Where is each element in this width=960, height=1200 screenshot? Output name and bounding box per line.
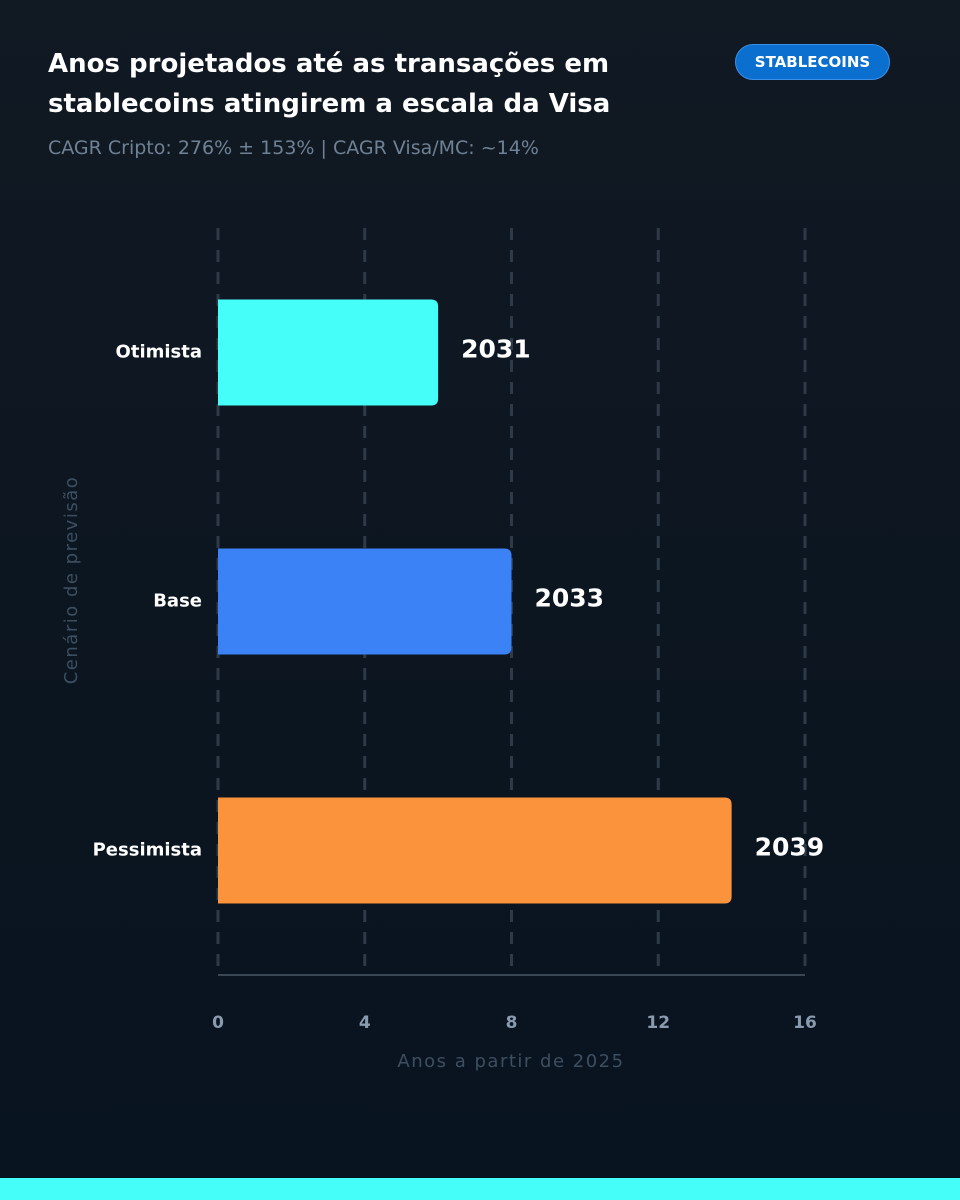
x-tick-label: 4 [359,1013,371,1033]
category-label: Pessimista [93,840,202,861]
value-label: 2033 [535,584,605,613]
y-axis-label: Cenário de previsão [61,476,82,685]
value-label: 2031 [461,335,531,364]
value-label: 2039 [755,833,825,862]
category-label: Base [153,591,202,612]
chart-title: Anos projetados até as transações em sta… [48,49,611,119]
badge[interactable]: STABLECOINS [735,44,890,80]
accent-strip [0,1178,960,1200]
bar [218,797,732,904]
x-axis-label: Anos a partir de 2025 [397,1051,624,1072]
chart: Cenário de previsão Anos a partir de 202… [61,228,825,1072]
bar [218,548,512,655]
bar [218,299,439,406]
category-label: Otimista [116,342,202,363]
x-tick-label: 12 [646,1013,670,1033]
x-tick-label: 8 [506,1013,518,1033]
chart-subtitle: CAGR Cripto: 276% ± 153% | CAGR Visa/MC:… [48,137,539,159]
x-tick-label: 0 [212,1013,224,1033]
x-tick-label: 16 [793,1013,817,1033]
